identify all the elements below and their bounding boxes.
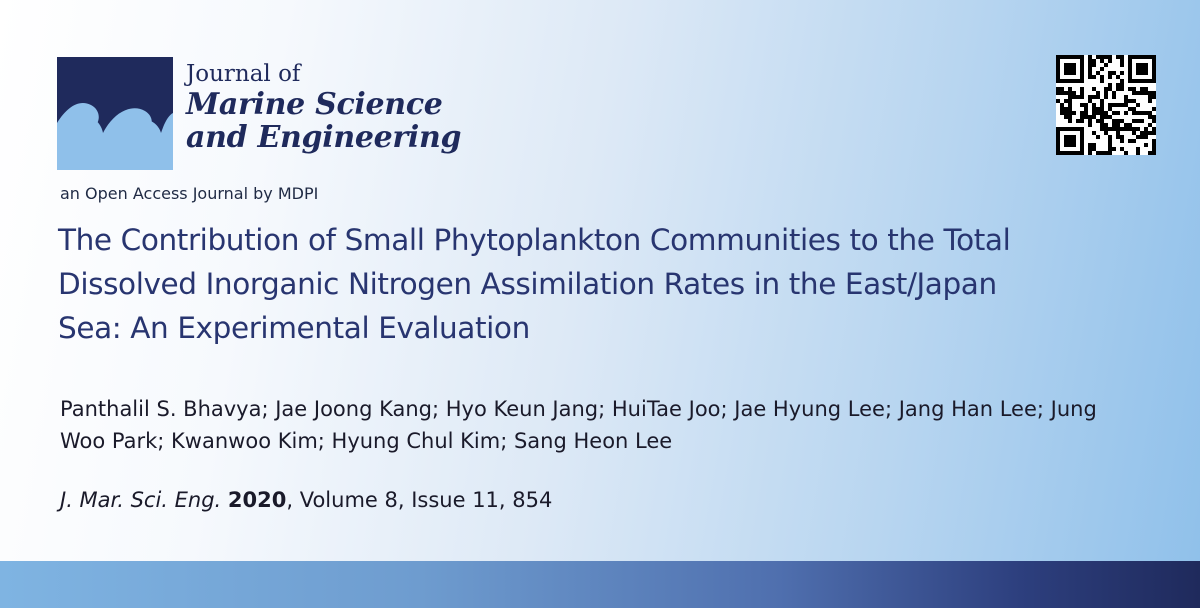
journal-name-line3: and Engineering	[186, 120, 462, 155]
bottom-band	[0, 561, 1200, 608]
journal-name: Journal of Marine Science and Engineerin…	[186, 61, 462, 155]
citation-journal-abbr: J. Mar. Sci. Eng.	[60, 488, 222, 512]
citation-year: 2020	[227, 488, 287, 512]
publisher-line: an Open Access Journal by MDPI	[60, 184, 319, 203]
article-citation: J. Mar. Sci. Eng. 2020, Volume 8, Issue …	[60, 488, 552, 512]
wave-logo-icon	[57, 57, 173, 170]
citation-details: , Volume 8, Issue 11, 854	[286, 488, 553, 512]
article-title: The Contribution of Small Phytoplankton …	[58, 223, 1011, 345]
journal-name-line1: Journal of	[186, 61, 301, 87]
journal-name-line2: Marine Science	[186, 87, 443, 122]
qr-code-icon[interactable]	[1056, 55, 1156, 155]
journal-logo	[57, 57, 173, 170]
article-authors: Panthalil S. Bhavya; Jae Joong Kang; Hyo…	[60, 397, 1097, 453]
